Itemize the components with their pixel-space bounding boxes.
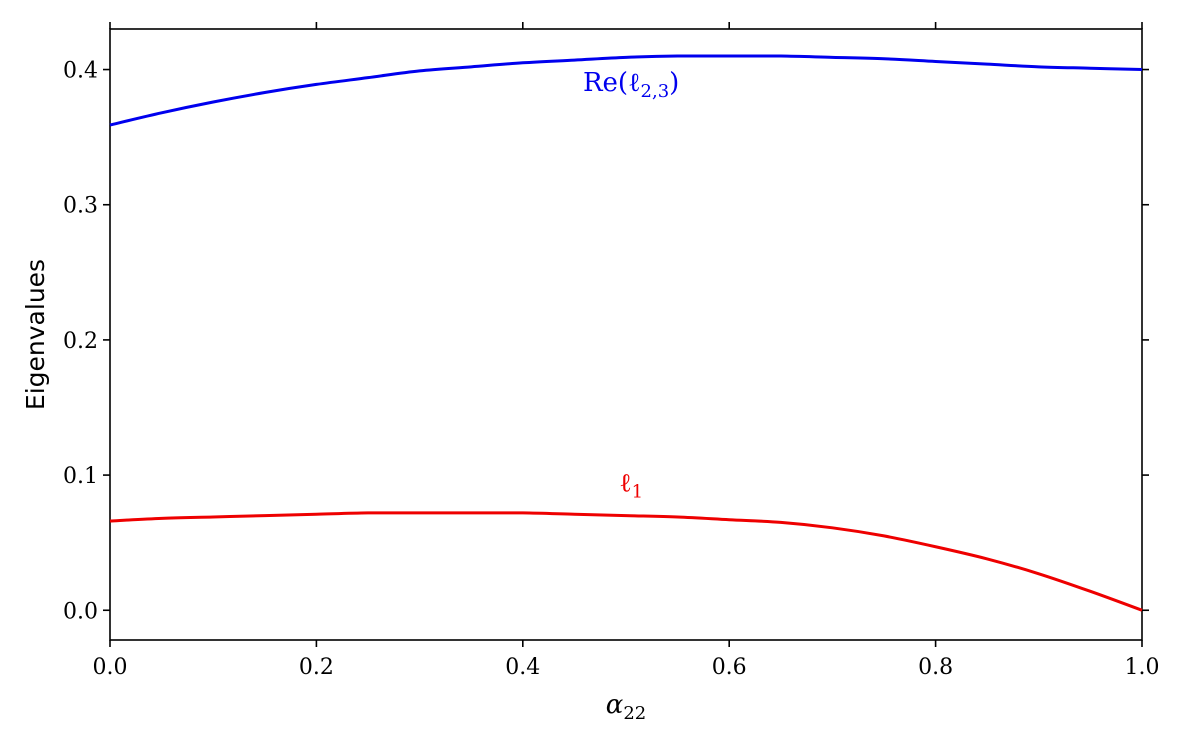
y-tick-label: 0.1 xyxy=(63,464,98,489)
x-tick-label: 0.2 xyxy=(299,655,334,680)
y-tick-label: 0.2 xyxy=(63,329,98,354)
x-tick-label: 1.0 xyxy=(1125,655,1160,680)
series-label-0: Re(ℓ2,3) xyxy=(583,68,679,102)
x-axis-title: α22 xyxy=(606,690,646,724)
series-label-main: Re(ℓ xyxy=(583,68,641,98)
series-label-1: ℓ1 xyxy=(619,468,643,502)
series-label-subscript: 2,3 xyxy=(641,81,670,102)
series-label-main: ℓ xyxy=(619,468,631,498)
x-tick-label: 0.4 xyxy=(505,655,540,680)
x-tick-label: 0.8 xyxy=(918,655,953,680)
series-line-1 xyxy=(109,511,1143,612)
x-axis-ticks: 0.0 0.2 0.4 0.6 0.8 1.0 xyxy=(93,22,1160,680)
x-axis-title-base: α xyxy=(606,690,624,720)
y-axis-ticks: 0.0 0.1 0.2 0.3 0.4 xyxy=(63,59,1149,624)
series-label-close: ) xyxy=(669,68,679,98)
y-tick-label: 0.0 xyxy=(63,599,98,624)
series-line-0 xyxy=(109,54,1143,127)
series-lines xyxy=(109,54,1143,612)
x-axis-title-subscript: 22 xyxy=(623,703,646,724)
x-tick-label: 0.6 xyxy=(712,655,747,680)
y-tick-label: 0.4 xyxy=(63,59,98,84)
y-tick-label: 0.3 xyxy=(63,194,98,219)
plot-frame xyxy=(109,28,1143,641)
series-labels: Re(ℓ2,3) ℓ1 xyxy=(583,68,679,502)
x-tick-label: 0.0 xyxy=(93,655,128,680)
y-axis-title: Eigenvalues xyxy=(21,259,50,410)
series-label-subscript: 1 xyxy=(632,481,643,502)
